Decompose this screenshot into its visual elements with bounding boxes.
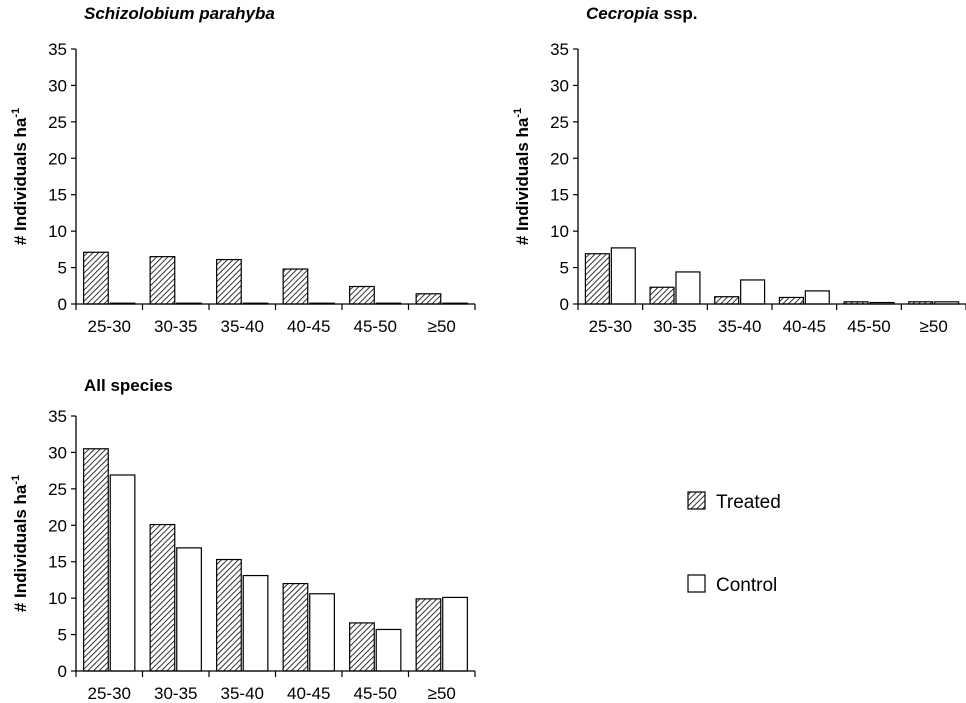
x-tick-label: ≥50: [920, 317, 948, 336]
y-tick-label: 35: [550, 40, 569, 59]
y-tick-label: 25: [48, 113, 67, 132]
legend-swatch-control: [687, 574, 706, 593]
chart-cecropia: Cecropia ssp. # Individuals ha-1 0 5 10 15 20 2…: [512, 4, 966, 336]
y-tick-label: 0: [58, 295, 67, 314]
y-axis-title-text: # Individuals ha: [11, 484, 30, 612]
y-axis-title: # Individuals ha-1: [10, 108, 30, 245]
x-tick-label: 25-30: [589, 317, 632, 336]
y-tick-label: 20: [48, 516, 67, 535]
x-tick-label: ≥50: [428, 317, 456, 336]
bar-treated: [83, 251, 109, 305]
bar-treated: [83, 448, 109, 672]
x-tick-label: 35-40: [718, 317, 761, 336]
legend-item-control: Control: [687, 574, 777, 596]
chart-schizolobium: Schizolobium parahyba # Individuals ha-1 0…: [10, 4, 476, 336]
y-tick-label: 5: [58, 626, 67, 645]
chart-title: All species: [84, 376, 173, 395]
x-tick-label: 30-35: [154, 684, 197, 703]
bar-treated: [714, 296, 740, 305]
y-axis-title-sup: -1: [10, 108, 22, 118]
bar-control: [675, 271, 701, 305]
chart-title-part: Schizolobium parahyba: [84, 4, 275, 23]
y-tick-label: 10: [48, 222, 67, 241]
y-axis-title-text: # Individuals ha: [11, 117, 30, 245]
y-axis-title-sup: -1: [10, 475, 22, 485]
y-tick-label: 15: [550, 186, 569, 205]
chart-title: Schizolobium parahyba: [84, 4, 275, 23]
y-tick-label: 15: [48, 553, 67, 572]
bar-treated: [415, 293, 442, 305]
bar-treated: [584, 253, 610, 305]
bar-control: [176, 547, 202, 672]
bar-treated: [216, 258, 242, 305]
y-tick-label: 15: [48, 186, 67, 205]
bar-control: [242, 574, 269, 672]
x-tick-label: 40-45: [287, 317, 330, 336]
y-tick-label: 0: [58, 662, 67, 681]
bar-control: [740, 279, 766, 305]
bar-treated: [649, 286, 675, 305]
legend-label-control: Control: [716, 575, 777, 596]
bar-treated: [349, 285, 375, 305]
y-tick-label: 5: [560, 259, 569, 278]
x-tick-label: 30-35: [653, 317, 696, 336]
bar-control: [375, 628, 402, 672]
chart-title-part: ssp.: [659, 4, 698, 23]
bar-treated: [778, 296, 804, 305]
y-tick-label: 20: [550, 149, 569, 168]
x-tick-label: 30-35: [154, 317, 197, 336]
y-tick-label: 30: [48, 443, 67, 462]
legend-item-treated: Treated: [687, 491, 781, 513]
y-tick-label: 5: [58, 259, 67, 278]
legend-label-treated: Treated: [716, 492, 781, 513]
bar-control: [610, 247, 636, 305]
bar-treated: [415, 598, 442, 672]
x-tick-label: 45-50: [354, 684, 397, 703]
legend: Treated Control: [687, 491, 781, 596]
y-tick-label: 10: [550, 222, 569, 241]
y-axis-title: # Individuals ha-1: [10, 475, 30, 612]
y-axis-title-text: # Individuals ha: [513, 117, 532, 245]
bar-treated: [149, 523, 176, 672]
x-tick-label: 40-45: [287, 684, 330, 703]
y-axis-title: # Individuals ha-1: [512, 108, 532, 245]
bar-control: [309, 593, 335, 672]
chart-title: Cecropia ssp.: [586, 4, 698, 23]
bar-treated: [216, 558, 242, 672]
y-tick-label: 25: [48, 480, 67, 499]
chart-title-part: All species: [84, 376, 173, 395]
bar-treated: [349, 622, 375, 672]
bar-control: [442, 596, 468, 672]
chart-title-part: Cecropia: [586, 4, 659, 23]
y-tick-label: 30: [550, 76, 569, 95]
x-tick-label: ≥50: [428, 684, 456, 703]
y-tick-label: 25: [550, 113, 569, 132]
x-tick-label: 35-40: [221, 317, 264, 336]
y-tick-label: 0: [560, 295, 569, 314]
y-tick-label: 30: [48, 76, 67, 95]
bar-treated: [149, 256, 176, 305]
x-tick-label: 25-30: [88, 317, 131, 336]
chart-all-species: All species # Individuals ha-1 0 5 10 15 20 25 3…: [10, 376, 476, 703]
x-tick-label: 45-50: [354, 317, 397, 336]
y-tick-label: 20: [48, 149, 67, 168]
bar-treated: [282, 268, 309, 305]
x-tick-label: 35-40: [221, 684, 264, 703]
legend-swatch-treated: [687, 491, 706, 510]
x-tick-label: 25-30: [88, 684, 131, 703]
y-tick-label: 10: [48, 589, 67, 608]
x-tick-label: 45-50: [847, 317, 890, 336]
bar-treated: [282, 582, 309, 672]
y-axis-title-sup: -1: [512, 108, 524, 118]
y-tick-label: 35: [48, 407, 67, 426]
x-tick-label: 40-45: [783, 317, 826, 336]
bar-control: [109, 474, 136, 672]
bar-control: [804, 290, 830, 305]
y-tick-label: 35: [48, 40, 67, 59]
